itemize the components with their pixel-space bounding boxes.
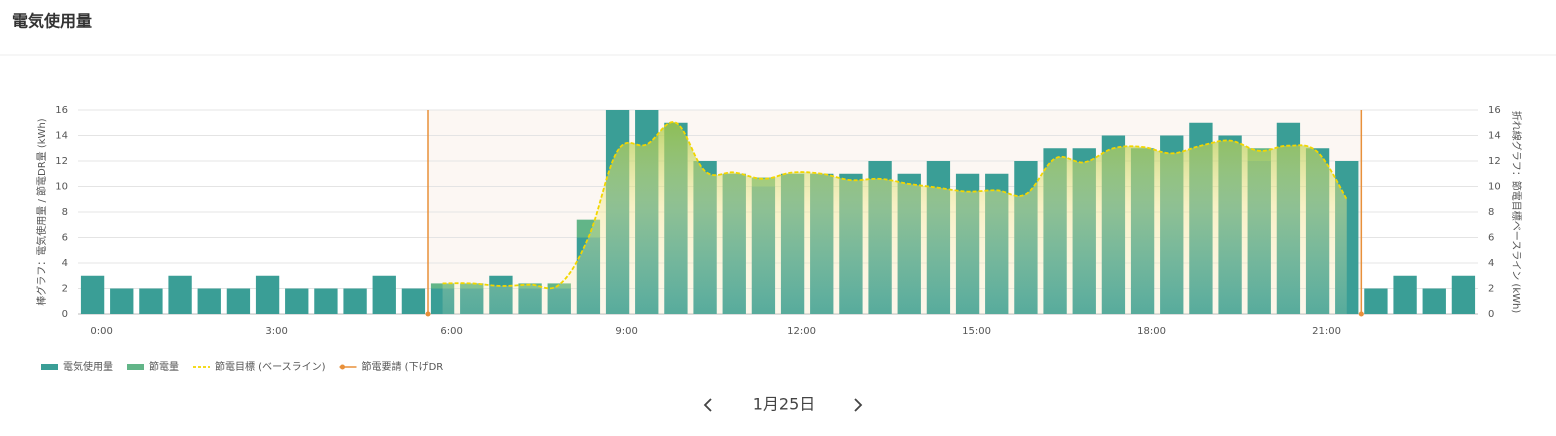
x-tick-label: 18:00 [1137,326,1166,337]
y-tick-label: 12 [55,156,68,167]
y-axis-title: 棒グラフ：電気使用量 / 節電DR量 (kWh) [35,118,48,305]
usage-bar [80,275,105,314]
x-tick-label: 9:00 [615,326,637,337]
usage-bar [1422,288,1446,314]
baseline-line [442,121,1348,290]
legend-item: 節電要請 (下げDR [339,360,443,373]
usage-bar [1393,275,1417,314]
y-tick-label: 14 [55,131,68,142]
usage-bar [372,275,396,314]
legend-label: 節電要請 (下げDR [361,360,443,373]
usage-bar [226,288,251,314]
baseline-area [442,122,1347,314]
x-tick-label: 6:00 [440,326,462,337]
y-tick-label: 2 [62,284,68,295]
legend-label: 節電量 [149,360,179,373]
y-tick-label: 10 [55,182,68,193]
usage-bar [285,288,309,314]
page-title: 電気使用量 [12,12,92,31]
y2-tick-label: 8 [1488,207,1494,218]
legend-item: 節電目標 (ベースライン) [193,360,326,373]
y2-tick-label: 6 [1488,233,1494,244]
y-tick-label: 4 [62,258,68,269]
saving-bar [430,283,455,289]
x-tick-label: 12:00 [787,326,816,337]
y2-axis-title: 折れ線グラフ：節電目標ベースライン (kWh) [1510,111,1523,314]
legend-item: 節電量 [127,360,179,373]
legend-swatch [127,364,144,370]
prev-day[interactable] [703,398,712,412]
dr-boundary-dot [425,311,431,317]
usage-bar [168,275,192,314]
date-navigation: 1月25日 [703,395,863,414]
dr-boundary-dot [1358,311,1364,317]
usage-bar [1451,275,1476,314]
next-day[interactable] [854,398,863,412]
y2-tick-label: 4 [1488,258,1494,269]
usage-bar [401,288,426,314]
legend-label: 節電目標 (ベースライン) [215,360,326,373]
y-tick-label: 16 [55,105,68,116]
y2-tick-label: 14 [1488,131,1501,142]
legend-label: 電気使用量 [63,360,113,373]
date-label: 1月25日 [753,395,816,414]
usage-bar [197,288,221,314]
legend-swatch [41,364,58,370]
x-tick-label: 21:00 [1312,326,1341,337]
y-tick-label: 0 [62,309,68,320]
y2-tick-label: 12 [1488,156,1501,167]
legend-dot [339,364,345,370]
y-tick-label: 8 [62,207,68,218]
y2-tick-label: 16 [1488,105,1501,116]
y2-tick-label: 0 [1488,309,1494,320]
usage-bar [343,288,367,314]
y2-tick-label: 10 [1488,182,1501,193]
usage-bar [110,288,134,314]
usage-bar [139,288,163,314]
y-tick-label: 6 [62,233,68,244]
usage-bar [1364,288,1388,314]
x-tick-label: 3:00 [265,326,287,337]
x-tick-label: 0:00 [90,326,112,337]
usage-bar [255,275,280,314]
y2-tick-label: 2 [1488,284,1494,295]
legend-item: 電気使用量 [41,360,113,373]
x-tick-label: 15:00 [962,326,991,337]
usage-bar [314,288,338,314]
